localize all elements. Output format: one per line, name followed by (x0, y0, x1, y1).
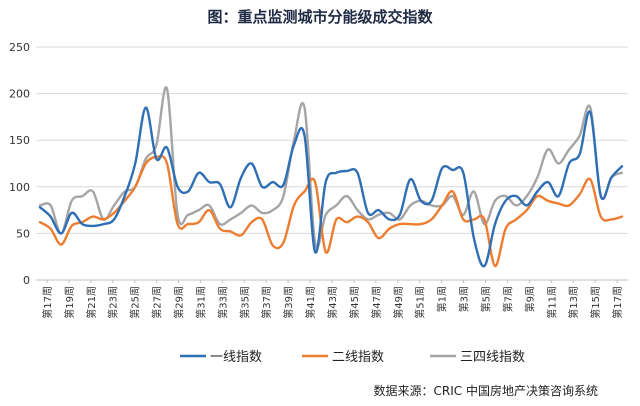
x-tick-label: 第51周 (414, 286, 427, 319)
x-tick-label: 第21周 (85, 286, 98, 319)
y-tick-label: 150 (9, 134, 30, 147)
x-tick-label: 第37周 (260, 286, 273, 319)
series-line-三四线指数 (38, 86, 624, 249)
x-tick-label: 第7周 (501, 286, 514, 312)
x-tick-label: 第15周 (589, 286, 602, 319)
y-tick-label: 0 (23, 274, 30, 287)
data-source-note: 数据来源：CRIC 中国房地产决策咨询系统 (373, 384, 598, 398)
x-tick-label: 第19周 (63, 286, 76, 319)
y-tick-label: 100 (9, 181, 30, 194)
x-tick-label: 第11周 (545, 286, 558, 319)
legend-label: 三四线指数 (460, 350, 525, 365)
x-tick-label: 第25周 (129, 286, 142, 319)
x-tick-label: 第47周 (370, 286, 383, 319)
y-tick-label: 200 (9, 88, 30, 101)
x-tick-label: 第9周 (523, 286, 536, 312)
x-tick-label: 第41周 (304, 286, 317, 319)
x-tick-label: 第13周 (567, 286, 580, 319)
x-tick-label: 第29周 (173, 286, 186, 319)
chart-title: 图：重点监测城市分能级成交指数 (207, 8, 433, 26)
legend-label: 二线指数 (332, 350, 384, 365)
x-tick-label: 第3周 (458, 286, 471, 312)
y-tick-label: 250 (9, 41, 30, 54)
x-tick-label: 第27周 (151, 286, 164, 319)
x-tick-label: 第17周 (41, 286, 54, 319)
x-tick-label: 第23周 (107, 286, 120, 319)
x-tick-label: 第17周 (611, 286, 624, 319)
y-tick-label: 50 (16, 227, 30, 240)
x-tick-label: 第31周 (194, 286, 207, 319)
x-tick-label: 第43周 (326, 286, 339, 319)
x-tick-label: 第5周 (479, 286, 492, 312)
x-tick-label: 第33周 (216, 286, 229, 319)
series-line-二线指数 (38, 154, 624, 268)
x-tick-label: 第49周 (392, 286, 405, 319)
x-tick-label: 第1周 (436, 286, 449, 312)
x-tick-label: 第35周 (238, 286, 251, 319)
x-tick-label: 第45周 (348, 286, 361, 319)
legend-label: 一线指数 (210, 350, 262, 365)
x-tick-label: 第39周 (282, 286, 295, 319)
series-line-一线指数 (38, 106, 624, 268)
